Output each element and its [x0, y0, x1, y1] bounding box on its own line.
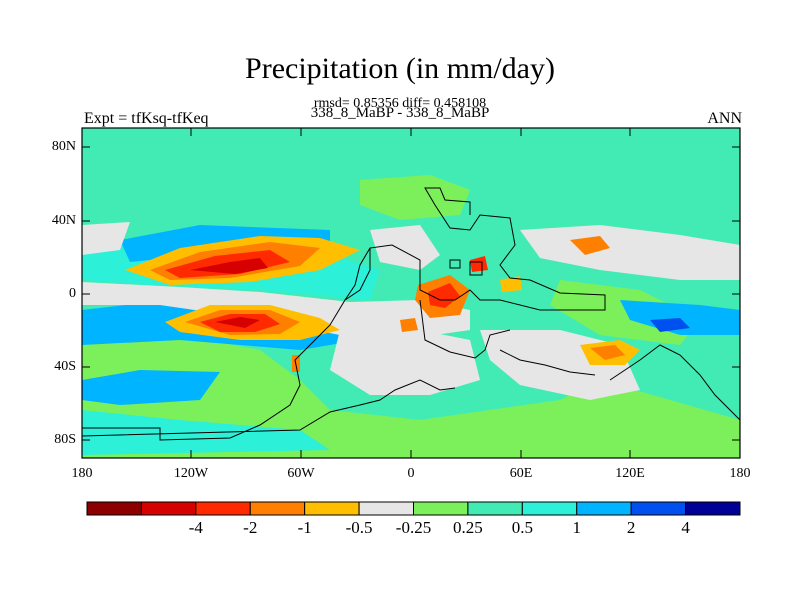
colorbar-swatch — [576, 501, 632, 516]
colorbar-swatch — [521, 501, 578, 516]
season-label: ANN — [707, 110, 742, 127]
colorbar — [86, 501, 741, 516]
case-line: 338_8_MaBP - 338_8_MaBP — [310, 105, 490, 121]
colorbar-label: 1 — [572, 518, 582, 537]
axis-ticks — [82, 128, 740, 458]
precipitation-field — [82, 128, 740, 458]
lon-tick-label: 0 — [407, 466, 415, 481]
lon-tick-label: 180 — [729, 466, 751, 481]
colorbar-swatch — [195, 501, 251, 516]
colorbar-label: 4 — [681, 518, 690, 537]
colorbar-label: -4 — [188, 518, 203, 537]
colorbar-label: -0.25 — [395, 518, 432, 537]
plot-title: Precipitation (in mm/day) — [245, 52, 555, 85]
lat-tick-label: 80S — [54, 432, 76, 447]
colorbar-swatch — [630, 501, 687, 516]
colorbar-swatch — [304, 501, 360, 516]
lat-tick-label: 40N — [51, 213, 76, 228]
colorbar-label: -0.5 — [345, 518, 373, 537]
lon-tick-label: 120W — [173, 466, 209, 481]
lon-tick-label: 60E — [509, 466, 533, 481]
lon-tick-label: 180 — [71, 466, 93, 481]
stats-line: rmsd= 0.85356 diff= 0.458108 — [313, 96, 487, 111]
lat-tick-label: 80N — [51, 139, 76, 154]
lat-tick-label: 0 — [69, 286, 76, 301]
colorbar-swatch — [413, 501, 469, 516]
lon-tick-label: 60W — [287, 466, 315, 481]
colorbar-label: 2 — [626, 518, 636, 537]
lat-tick-label: 40S — [54, 359, 76, 374]
colorbar-label: 0.5 — [511, 518, 533, 537]
colorbar-swatch — [685, 501, 741, 516]
colorbar-swatch — [467, 501, 523, 516]
colorbar-label: 0.25 — [453, 518, 483, 537]
colorbar-label: -1 — [297, 518, 312, 537]
colorbar-swatch — [249, 501, 306, 516]
colorbar-swatch — [86, 501, 142, 516]
lon-tick-label: 120E — [615, 466, 645, 481]
colorbar-swatch — [140, 501, 197, 516]
colorbar-swatch — [358, 501, 415, 516]
experiment-label: Expt = tfKsq-tfKeq — [84, 110, 209, 127]
colorbar-label: -2 — [243, 518, 258, 537]
